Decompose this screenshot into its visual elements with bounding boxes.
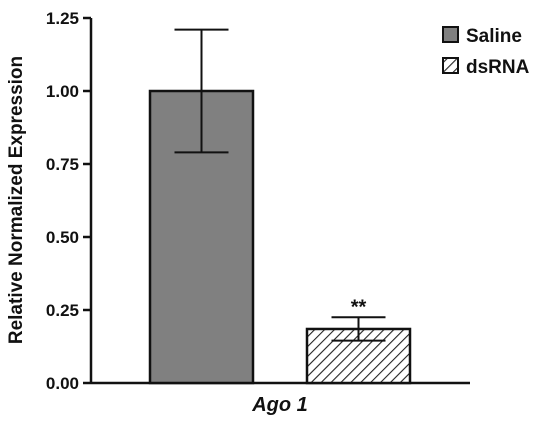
- legend-label-dsrna: dsRNA: [466, 57, 530, 78]
- legend-swatch-dsrna: [442, 57, 459, 74]
- y-tick-label: 1.25: [46, 9, 79, 28]
- y-axis-ticks: 0.00 0.25 0.50 0.75 1.00 1.25: [46, 9, 91, 393]
- y-tick-label: 0.00: [46, 374, 79, 393]
- legend: Saline dsRNA: [442, 26, 530, 78]
- y-tick-label: 0.25: [46, 301, 79, 320]
- legend-swatch-saline: [442, 26, 459, 43]
- bars: **: [148, 28, 412, 385]
- y-axis-title: Relative Normalized Expression: [6, 56, 27, 344]
- significance-label: **: [351, 296, 367, 318]
- legend-label-saline: Saline: [466, 26, 522, 47]
- y-tick-label: 0.75: [46, 155, 79, 174]
- x-category-label: Ago 1: [251, 394, 308, 416]
- y-tick-label: 1.00: [46, 82, 79, 101]
- y-tick-label: 0.50: [46, 228, 79, 247]
- bar-dsrna: [305, 327, 412, 385]
